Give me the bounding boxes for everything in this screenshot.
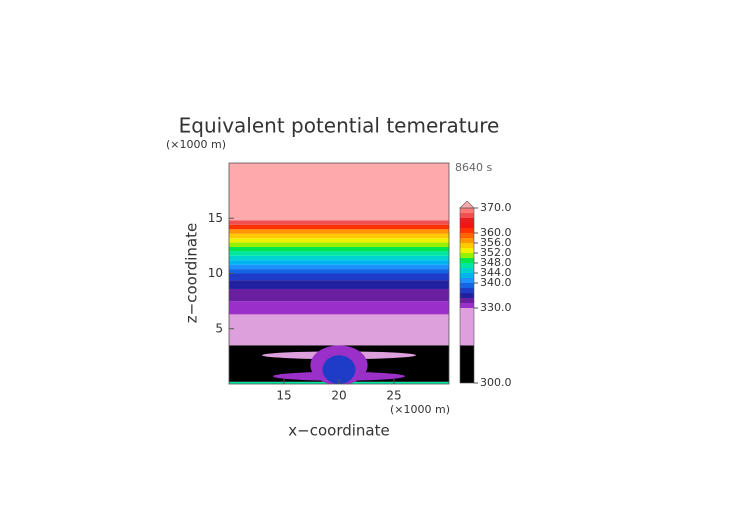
y-tick-label: 15 [208,211,223,225]
colorbar-over [459,200,475,209]
x-tick-label: 20 [331,389,346,403]
contour-band [229,255,449,261]
contour-band [229,163,449,221]
colorbar-swatch [460,243,474,248]
colorbar-frame [459,207,475,384]
colorbar-swatch [460,273,474,278]
contour-band [229,288,449,302]
colorbar-swatch [460,308,474,346]
colorbar-swatch [460,303,474,308]
x-unit: (×1000 m) [390,403,450,416]
colorbar-swatch [460,238,474,243]
chart-title: Equivalent potential temerature [179,114,500,138]
contour-band [229,233,449,239]
colorbar-tick-label: 300.0 [480,376,512,389]
contour-band [229,220,449,225]
x-axis-label: x−coordinate [288,422,389,440]
contour-band [229,269,449,274]
contour-band [229,264,449,270]
contour-band [229,251,449,256]
contour-blob [322,355,356,384]
contour-band [229,229,449,234]
colorbar-tick-label: 360.0 [480,226,512,239]
contour-band [229,301,449,315]
field [229,163,449,384]
contour-band [229,224,449,230]
contour-band [229,238,449,243]
colorbar-swatch [460,293,474,298]
colorbar-swatch [460,208,474,213]
colorbar-tick-label: 352.0 [480,246,512,259]
colorbar-swatch [460,263,474,268]
colorbar-tick-label: 348.0 [480,256,512,269]
contour-band [229,280,449,289]
colorbar-swatch [460,278,474,283]
y-unit: (×1000 m) [166,138,226,151]
y-tick-label: 10 [208,266,223,280]
colorbar-swatch [460,298,474,303]
contour-band [229,260,449,265]
colorbar-tick-label: 356.0 [480,236,512,249]
y-tick-label: 5 [215,321,223,335]
contour-band [229,314,449,346]
colorbar-swatch [460,218,474,223]
colorbar-swatch [460,268,474,273]
contour-band [229,242,449,247]
colorbar-swatch [460,248,474,253]
colorbar-swatch [460,233,474,238]
colorbar-swatch [460,283,474,288]
colorbar-tick-label: 330.0 [480,301,512,314]
colorbar-tick-label: 340.0 [480,276,512,289]
colorbar-swatch [460,228,474,233]
colorbar-tick-label: 344.0 [480,266,512,279]
colorbar-swatch [460,253,474,258]
contour-band [229,273,449,281]
colorbar-swatch [460,213,474,218]
x-tick-label: 25 [386,389,401,403]
colorbar-tick-label: 370.0 [480,201,512,214]
x-tick-label: 15 [276,389,291,403]
colorbar-swatch [460,345,474,383]
y-axis-label: z−coordinate [183,223,201,323]
contour-band [229,246,449,252]
colorbar-swatch [460,288,474,293]
colorbar-swatch [460,223,474,228]
colorbar-swatch [460,258,474,263]
time-label: 8640 s [455,161,492,174]
